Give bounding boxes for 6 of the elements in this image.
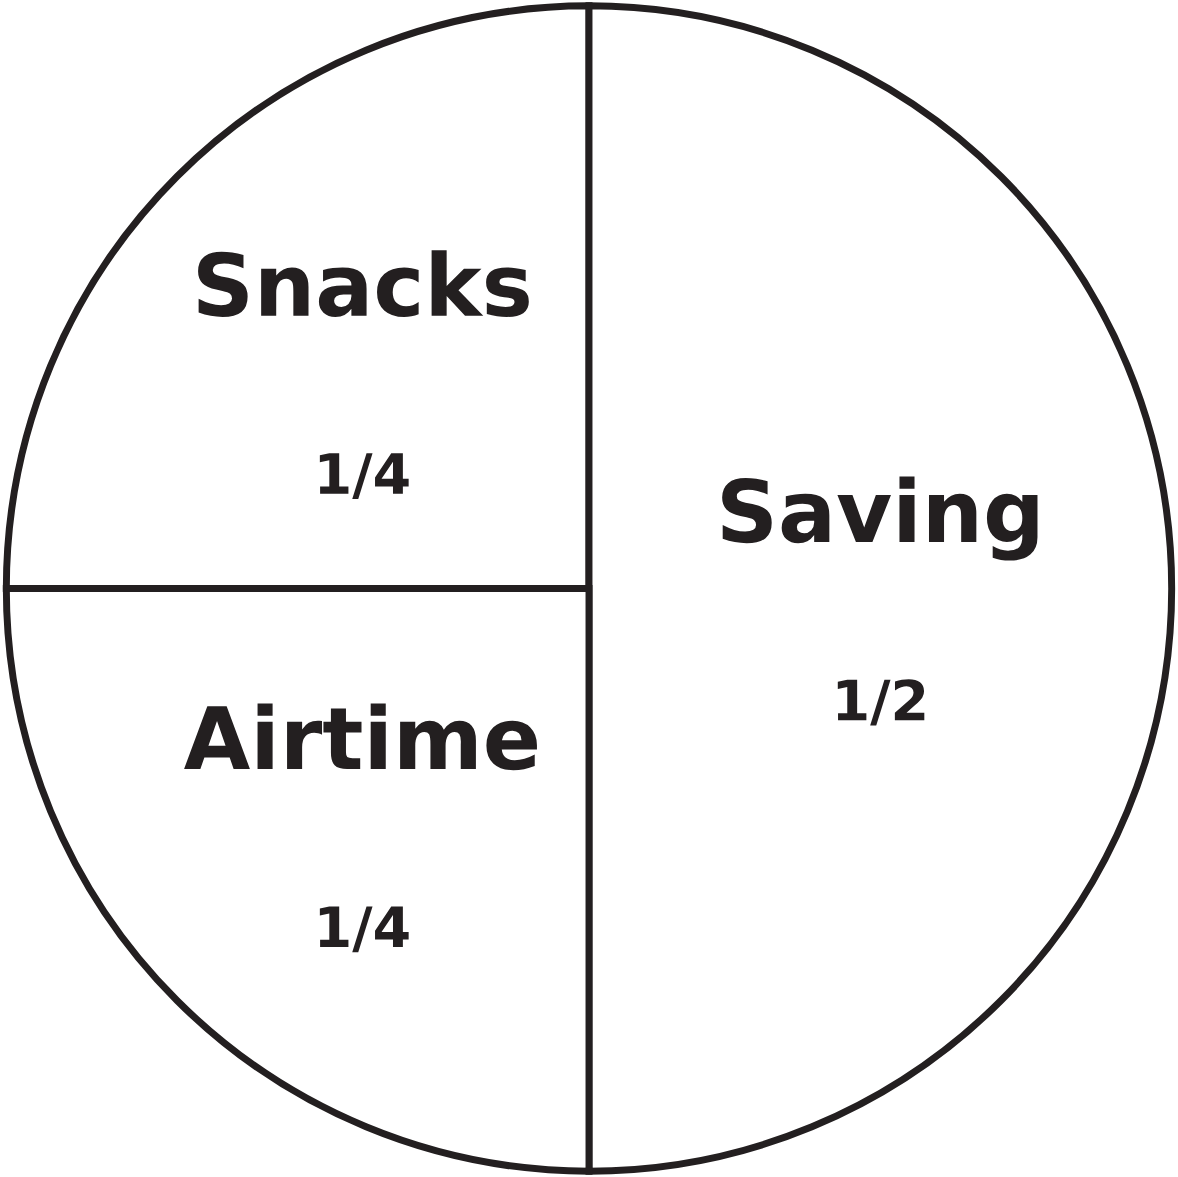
data-label: 1/4	[319, 453, 409, 499]
slice-label: Airtime	[184, 703, 537, 771]
data-label: 1/4	[319, 906, 409, 953]
slice-label: Saving	[722, 476, 1038, 561]
slice-label: Snacks	[198, 250, 529, 317]
data-label: 1/2	[837, 679, 925, 726]
